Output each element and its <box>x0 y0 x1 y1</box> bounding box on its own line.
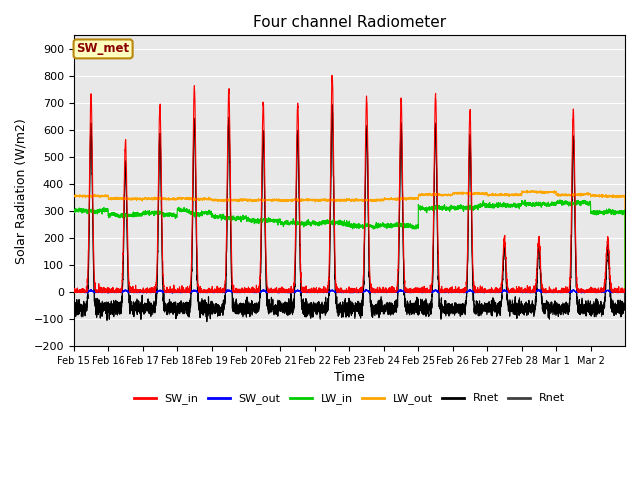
X-axis label: Time: Time <box>334 372 365 384</box>
Legend: SW_in, SW_out, LW_in, LW_out, Rnet, Rnet: SW_in, SW_out, LW_in, LW_out, Rnet, Rnet <box>129 389 570 409</box>
Title: Four channel Radiometer: Four channel Radiometer <box>253 15 446 30</box>
Text: SW_met: SW_met <box>77 42 130 55</box>
Y-axis label: Solar Radiation (W/m2): Solar Radiation (W/m2) <box>15 118 28 264</box>
